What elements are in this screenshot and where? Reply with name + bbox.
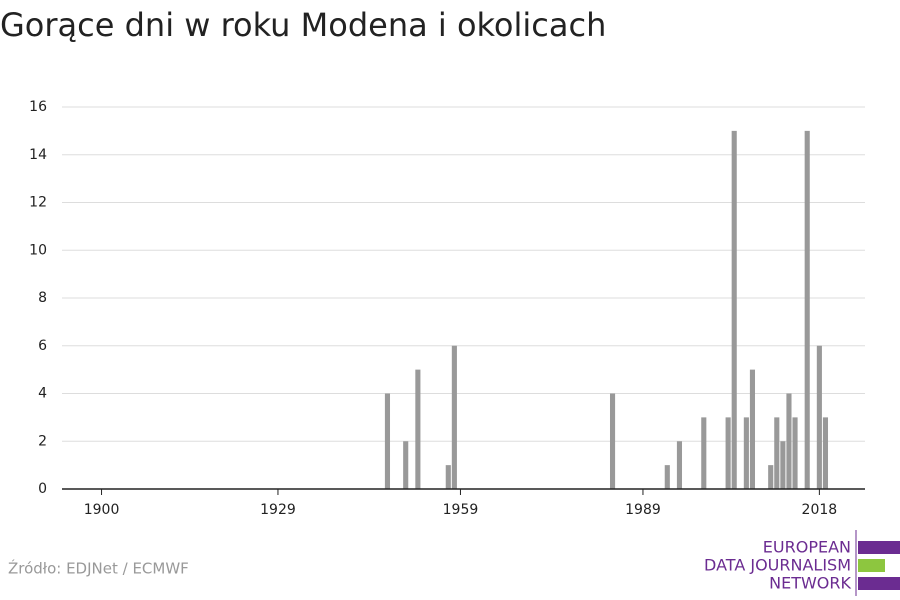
y-tick-label: 16 xyxy=(29,99,47,115)
logo-text: NETWORK xyxy=(769,574,851,593)
bar xyxy=(725,417,731,489)
x-tick-label: 1989 xyxy=(625,502,661,518)
y-tick-label: 8 xyxy=(38,290,47,306)
x-tick-label: 1959 xyxy=(443,502,479,518)
bar xyxy=(445,465,451,489)
bar xyxy=(804,130,810,489)
bar xyxy=(816,345,822,489)
y-tick-label: 6 xyxy=(38,338,47,354)
bar xyxy=(768,465,774,489)
bar xyxy=(676,441,683,489)
x-tick-label: 1900 xyxy=(84,502,120,518)
source: Źródło: EDJNet / ECMWF xyxy=(8,559,189,578)
y-tick-label: 12 xyxy=(29,195,47,211)
bar xyxy=(743,417,749,489)
logo-bar xyxy=(858,559,885,572)
bar xyxy=(384,393,391,489)
logo-text: EUROPEAN xyxy=(763,538,851,557)
y-tick-label: 0 xyxy=(38,481,47,497)
logo-text: DATA JOURNALISM xyxy=(704,556,851,575)
chart-title: Gorące dni w roku Modena i okolicach xyxy=(0,6,606,44)
bar xyxy=(664,465,670,489)
logo-bar xyxy=(858,577,900,590)
bar xyxy=(792,417,798,489)
bar xyxy=(415,369,421,489)
bar xyxy=(822,417,829,489)
bar xyxy=(403,441,409,489)
y-tick-label: 4 xyxy=(38,386,47,402)
bar xyxy=(609,393,616,489)
x-tick-label: 1929 xyxy=(260,502,296,518)
x-tick-label: 2018 xyxy=(802,502,838,518)
y-tick-label: 14 xyxy=(29,147,47,163)
y-tick-label: 10 xyxy=(29,242,47,258)
bar xyxy=(780,441,786,489)
bar xyxy=(701,417,707,489)
bar xyxy=(786,393,792,489)
bar xyxy=(731,130,737,489)
y-tick-label: 2 xyxy=(38,433,47,449)
bar xyxy=(774,417,780,489)
bar xyxy=(451,345,457,489)
logo-bar xyxy=(858,541,900,554)
bar xyxy=(749,369,756,489)
